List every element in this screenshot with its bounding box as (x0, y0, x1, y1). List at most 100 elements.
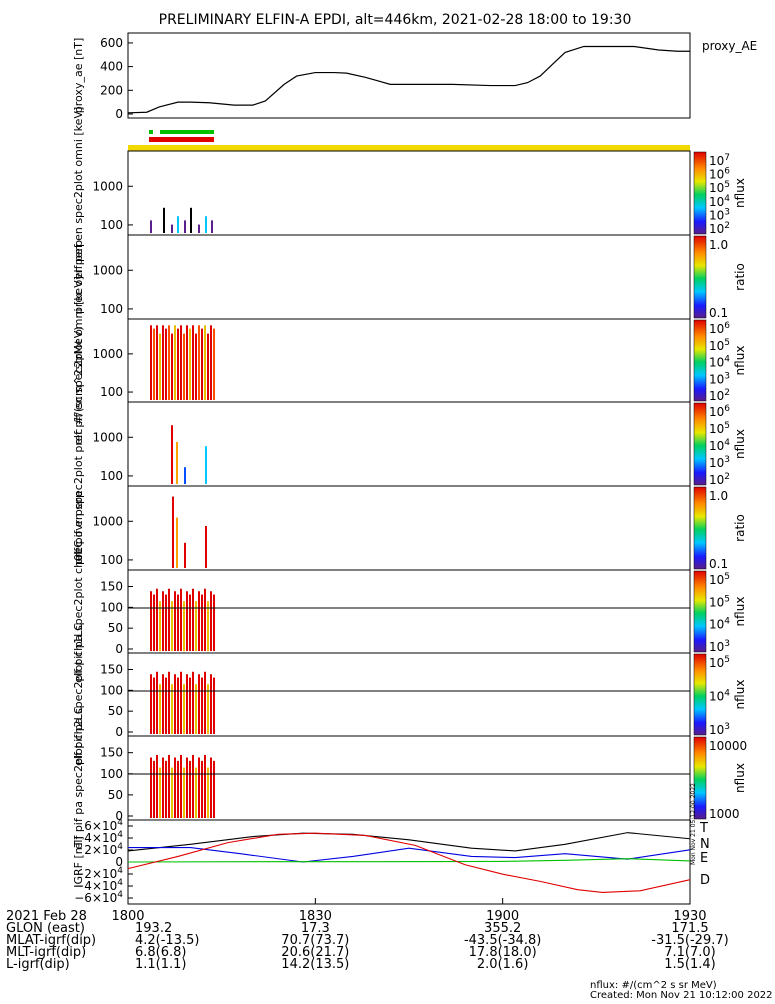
pa-column (207, 684, 209, 734)
pa-column (198, 757, 200, 818)
y-tick-label: 4×104 (84, 830, 123, 845)
panels-group: proxy_ae [nT] 600 400 200 0 elf pef en spec2p… (6, 32, 729, 972)
orbit-row-label: MLT-igrf(dip) (6, 945, 86, 960)
units-footer: nflux: #/(cm^2 s sr MeV) (590, 980, 717, 991)
colorbar-label: nflux (733, 680, 747, 710)
pa-column (201, 594, 203, 651)
y-tick-label: 150 (100, 746, 123, 760)
pa-column (168, 755, 170, 818)
date-label: 2021 Feb 28 (6, 909, 87, 924)
pa-column (171, 767, 173, 818)
y-tick-label: 2×104 (84, 842, 123, 857)
proxy-ae-line (127, 45, 690, 114)
pa-column (186, 591, 188, 651)
prec-column (176, 442, 178, 484)
colorbar-tick-label: 106 (709, 321, 730, 336)
y-tick-label: 100 (100, 385, 123, 399)
colorbar-tick-label: 105 (709, 421, 730, 436)
omni-column (168, 325, 170, 400)
pa-column (165, 594, 167, 651)
pa-column (177, 677, 179, 734)
omni-column (171, 333, 173, 400)
colorbar-tick-label: 104 (709, 438, 730, 453)
y-tick-label: 0 (115, 107, 123, 121)
pa-column (210, 757, 212, 818)
pa-column (171, 601, 173, 651)
colorbar-tick-label: 0.1 (709, 306, 728, 320)
orbit-row-value: -43.5(-34.8) (464, 933, 541, 948)
y-tick-label: 1000 (92, 430, 123, 444)
panel-frame (127, 401, 691, 487)
y-tick-label: 50 (108, 788, 123, 802)
y-tick-label: 1000 (92, 347, 123, 361)
orbit-row-label: L-igrf(dip) (6, 957, 70, 972)
pa-column (183, 767, 185, 818)
colorbar-label: ratio (733, 263, 747, 291)
pef-column (150, 220, 152, 233)
y-tick-label: 150 (100, 580, 123, 594)
pa-column (180, 588, 182, 651)
pa-column (210, 591, 212, 651)
omni-column (174, 325, 176, 400)
colorbar-tick-label: 104 (709, 617, 730, 632)
omni-column (183, 333, 185, 400)
pa-column (198, 674, 200, 734)
pa-column (156, 755, 158, 818)
pa-column (177, 594, 179, 651)
pa-column (186, 757, 188, 818)
omni-column (159, 333, 161, 400)
colorbar-tick-label: 0.1 (709, 557, 728, 571)
panel-frame (127, 32, 691, 119)
panel-ylabel: prec ovr perp (72, 240, 85, 314)
orbit-row-value: 4.2(-13.5) (135, 933, 199, 948)
y-tick-label: 100 (100, 218, 123, 232)
prec-column (184, 467, 186, 484)
pa-column (213, 594, 215, 651)
pa-column (213, 760, 215, 818)
pa-column (186, 674, 188, 734)
y-tick-label: 600 (100, 36, 123, 50)
panel-frame (127, 569, 691, 654)
omni-column (189, 328, 191, 400)
plot-title: PRELIMINARY ELFIN-A EPDI, alt=446km, 202… (159, 12, 632, 28)
colorbar-label: nflux (733, 763, 747, 793)
pa-column (153, 677, 155, 734)
y-tick-label: 100 (100, 553, 123, 567)
igrf-line-N (128, 847, 691, 863)
pef-column (198, 224, 200, 233)
pa-column (174, 757, 176, 818)
omni-column (213, 328, 215, 400)
y-tick-label: 0 (115, 809, 123, 823)
orbit-row-value: 6.8(6.8) (135, 945, 187, 960)
orbit-row-value: 1.1(1.1) (135, 957, 187, 972)
pa-column (171, 684, 173, 734)
y-tick-label: 100 (100, 767, 123, 781)
orbit-row-value: 193.2 (135, 921, 172, 936)
colorbar-tick-label: 1.0 (709, 489, 728, 503)
colorbar (693, 402, 707, 486)
pa-column (204, 671, 206, 734)
ratio-column (172, 496, 174, 568)
ratio-column (176, 517, 178, 568)
omni-column (162, 325, 164, 400)
pef-column (171, 224, 173, 233)
pa-column (168, 588, 170, 651)
y-tick-label: 150 (100, 663, 123, 677)
status-bar-green-1 (149, 130, 153, 134)
omni-column (210, 325, 212, 400)
orbit-row-value: 355.2 (484, 921, 521, 936)
prec-column (205, 446, 207, 484)
pa-column (159, 601, 161, 651)
y-tick-label: 6×104 (84, 818, 123, 833)
colorbar-tick-label: 103 (709, 371, 730, 386)
panel-ylabel: elf pef en spec2plot omni [keV] (72, 107, 85, 279)
pa-column (159, 767, 161, 818)
x-tick-label: 1830 (299, 909, 332, 924)
pa-column (189, 677, 191, 734)
colorbar-label: nflux (733, 429, 747, 459)
panel-ylabel: elf pif en spec2plot prec #/(scm^2strMeV… (72, 326, 85, 561)
panel-ylabel: prec ovr perp (72, 491, 85, 565)
